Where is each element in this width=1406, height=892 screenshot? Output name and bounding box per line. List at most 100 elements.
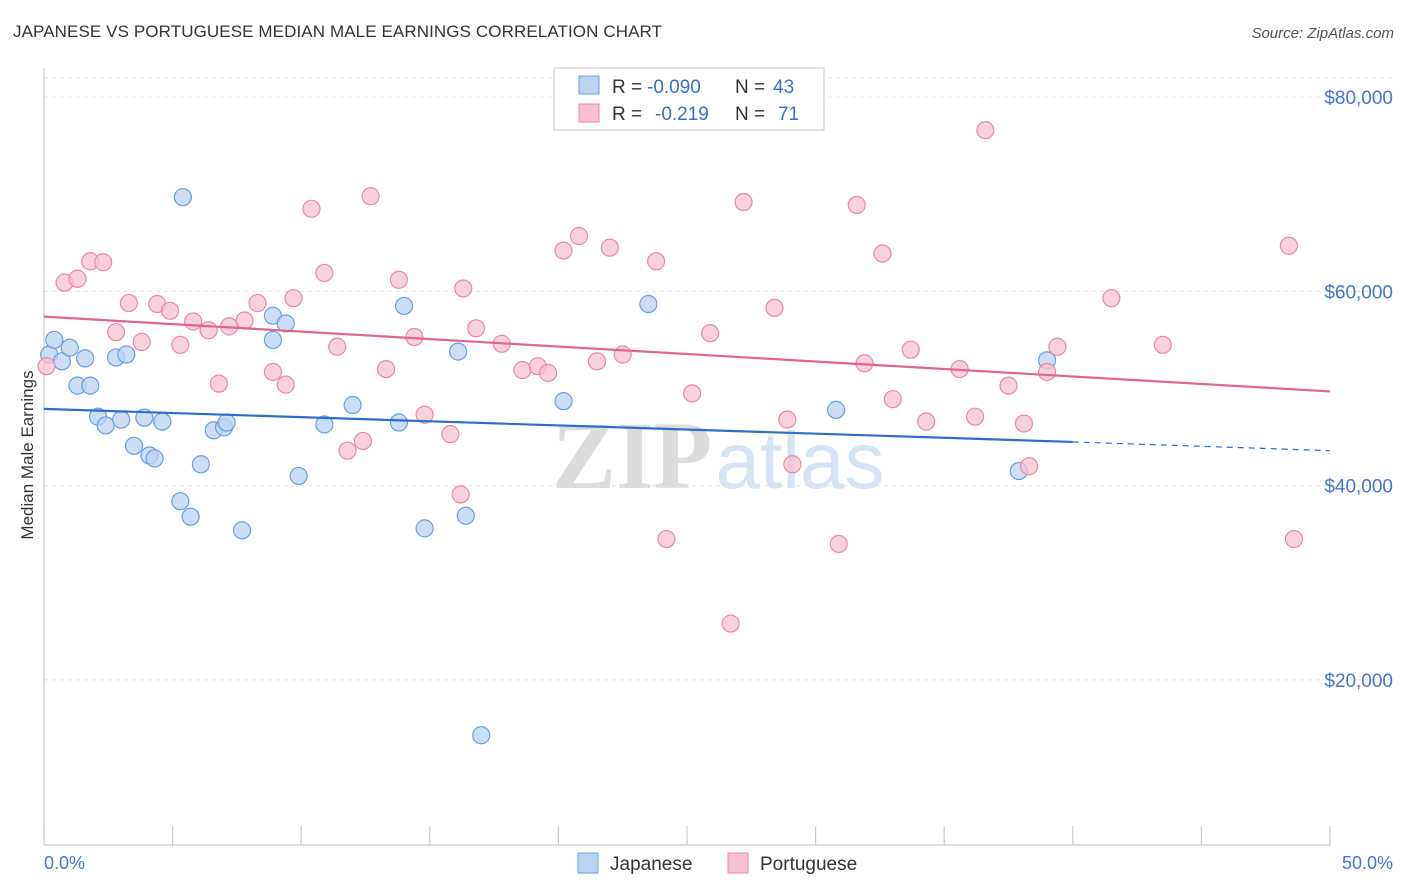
portuguese-point-46 — [701, 324, 720, 343]
portuguese-point-32 — [454, 279, 473, 298]
portuguese-point-55 — [873, 244, 892, 263]
japanese-point-5 — [76, 349, 95, 368]
japanese-trend-extension — [1072, 441, 1331, 452]
portuguese-point-33 — [466, 319, 486, 338]
watermark-zip: ZIP — [552, 402, 712, 509]
japanese-point-26 — [263, 330, 283, 350]
japanese-trend-line — [43, 407, 1073, 444]
japanese-point-36 — [472, 726, 491, 745]
portuguese-point-70 — [1284, 529, 1304, 549]
source-label: Source: ZipAtlas.com — [1251, 25, 1394, 42]
japanese-point-23 — [217, 413, 236, 432]
portuguese-point-50 — [778, 410, 797, 429]
legend-n-value-portuguese: 71 — [778, 104, 799, 125]
japanese-point-24 — [232, 521, 252, 540]
japanese-point-18 — [173, 188, 192, 207]
portuguese-point-12 — [199, 321, 218, 340]
japanese-point-1 — [45, 330, 64, 350]
portuguese-point-5 — [106, 323, 126, 342]
portuguese-point-31 — [451, 485, 470, 504]
legend-r-value-japanese: -0.090 — [647, 77, 701, 98]
portuguese-point-68 — [1153, 335, 1172, 354]
y-tick-label-2: $60,000 — [1324, 282, 1393, 303]
portuguese-point-39 — [569, 226, 589, 246]
japanese-point-29 — [315, 415, 334, 434]
japanese-point-27 — [276, 314, 295, 333]
series-japanese-points — [40, 188, 1057, 745]
legend-n-value-japanese: 43 — [773, 77, 794, 98]
japanese-point-28 — [289, 466, 308, 486]
portuguese-point-69 — [1279, 236, 1298, 255]
japanese-point-33 — [415, 519, 434, 538]
portuguese-trend-line — [43, 315, 1331, 393]
japanese-point-8 — [96, 416, 115, 435]
portuguese-point-64 — [1019, 457, 1039, 476]
grid-lines — [44, 77, 1393, 681]
portuguese-point-6 — [119, 293, 138, 313]
portuguese-point-45 — [683, 384, 702, 403]
portuguese-point-58 — [917, 412, 936, 431]
portuguese-point-66 — [1048, 337, 1067, 356]
portuguese-point-9 — [160, 301, 180, 320]
portuguese-point-30 — [441, 425, 460, 444]
y-tick-labels: $20,000 $40,000 $60,000 $80,000 — [1324, 88, 1393, 692]
portuguese-point-63 — [1014, 414, 1034, 433]
y-tick-label-1: $40,000 — [1324, 477, 1393, 498]
japanese-point-12 — [124, 436, 144, 455]
portuguese-point-25 — [361, 187, 380, 206]
portuguese-point-41 — [600, 238, 619, 257]
japanese-point-10 — [112, 410, 131, 429]
portuguese-point-17 — [263, 362, 283, 382]
portuguese-point-15 — [235, 311, 254, 330]
portuguese-point-23 — [338, 441, 357, 460]
japanese-point-3 — [60, 338, 79, 357]
portuguese-point-29 — [415, 405, 434, 424]
y-tick-label-3: $80,000 — [1324, 88, 1393, 109]
japanese-point-39 — [827, 400, 846, 419]
japanese-point-38 — [639, 294, 658, 314]
portuguese-point-42 — [613, 345, 632, 364]
correlation-legend: R = -0.090 N = 43 R = -0.219 N = 71 — [553, 67, 825, 131]
portuguese-point-24 — [353, 431, 373, 451]
portuguese-point-11 — [184, 312, 203, 331]
japanese-point-35 — [456, 506, 475, 525]
x-tick-label-max: 50.0% — [1342, 853, 1393, 873]
japanese-point-11 — [117, 345, 136, 364]
legend-r-value-portuguese: -0.219 — [655, 104, 709, 125]
bottom-legend-label-japanese: Japanese — [610, 854, 692, 875]
portuguese-point-51 — [783, 455, 802, 474]
portuguese-point-52 — [829, 534, 848, 554]
portuguese-point-40 — [587, 352, 607, 371]
legend-swatch-portuguese — [578, 103, 600, 123]
portuguese-point-60 — [965, 407, 985, 426]
legend-n-label-japanese: N = — [735, 77, 765, 98]
portuguese-point-61 — [976, 121, 995, 140]
portuguese-point-56 — [883, 390, 902, 409]
portuguese-point-7 — [132, 332, 151, 351]
portuguese-point-27 — [389, 270, 409, 289]
portuguese-point-43 — [647, 252, 666, 271]
bottom-legend-swatch-portuguese — [727, 852, 749, 874]
portuguese-point-57 — [901, 340, 920, 359]
japanese-point-34 — [448, 342, 468, 361]
portuguese-point-67 — [1102, 289, 1121, 308]
portuguese-point-62 — [999, 376, 1018, 395]
portuguese-point-13 — [209, 374, 228, 393]
legend-swatch-japanese — [578, 75, 600, 95]
portuguese-point-19 — [284, 289, 303, 308]
x-tick-label-min: 0.0% — [44, 853, 85, 873]
japanese-point-31 — [389, 413, 409, 432]
y-tick-label-0: $20,000 — [1324, 671, 1393, 692]
portuguese-point-65 — [1037, 362, 1057, 382]
japanese-point-17 — [171, 492, 190, 511]
portuguese-point-48 — [734, 192, 753, 212]
japanese-point-32 — [394, 296, 414, 316]
legend-n-label-portuguese: N = — [735, 104, 765, 125]
japanese-point-20 — [191, 455, 210, 474]
portuguese-point-2 — [68, 269, 87, 288]
portuguese-point-26 — [376, 359, 396, 379]
portuguese-point-35 — [513, 360, 532, 380]
portuguese-point-16 — [248, 293, 267, 313]
bottom-legend-swatch-japanese — [577, 852, 599, 874]
